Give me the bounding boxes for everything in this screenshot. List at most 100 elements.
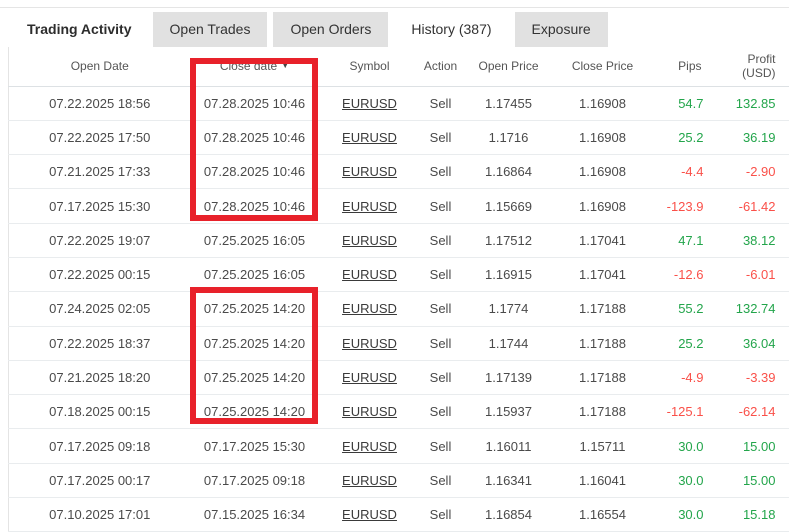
table-row: 07.24.2025 02:05 07.25.2025 14:20 EURUSD… bbox=[9, 292, 789, 326]
profit-cell: -2.90 bbox=[704, 155, 789, 189]
close-date-cell: 07.15.2025 16:34 bbox=[191, 498, 319, 532]
open-price-cell: 1.15937 bbox=[461, 395, 557, 429]
tab-open-trades[interactable]: Open Trades bbox=[153, 12, 268, 47]
profit-cell: 36.19 bbox=[704, 120, 789, 154]
close-date-cell: 07.28.2025 10:46 bbox=[191, 189, 319, 223]
action-cell: Sell bbox=[421, 292, 461, 326]
symbol-cell: EURUSD bbox=[319, 292, 421, 326]
close-price-cell: 1.16908 bbox=[557, 189, 649, 223]
col-header-open-date[interactable]: Open Date bbox=[9, 47, 191, 86]
symbol-cell: EURUSD bbox=[319, 429, 421, 463]
profit-cell: 132.74 bbox=[704, 292, 789, 326]
col-header-close-price[interactable]: Close Price bbox=[557, 47, 649, 86]
open-date-cell: 07.24.2025 02:05 bbox=[9, 292, 191, 326]
pips-cell: -4.4 bbox=[649, 155, 704, 189]
open-date-cell: 07.22.2025 18:56 bbox=[9, 86, 191, 120]
close-date-cell: 07.28.2025 10:46 bbox=[191, 86, 319, 120]
open-date-cell: 07.17.2025 00:17 bbox=[9, 463, 191, 497]
symbol-cell: EURUSD bbox=[319, 498, 421, 532]
open-date-cell: 07.17.2025 15:30 bbox=[9, 189, 191, 223]
open-date-cell: 07.21.2025 17:33 bbox=[9, 155, 191, 189]
table-row: 07.10.2025 17:01 07.15.2025 16:34 EURUSD… bbox=[9, 498, 789, 532]
col-header-pips[interactable]: Pips bbox=[649, 47, 704, 86]
close-price-cell: 1.16908 bbox=[557, 86, 649, 120]
open-price-cell: 1.16011 bbox=[461, 429, 557, 463]
profit-cell: 38.12 bbox=[704, 223, 789, 257]
close-date-cell: 07.17.2025 09:18 bbox=[191, 463, 319, 497]
symbol-cell: EURUSD bbox=[319, 223, 421, 257]
open-date-cell: 07.22.2025 19:07 bbox=[9, 223, 191, 257]
open-date-cell: 07.18.2025 00:15 bbox=[9, 395, 191, 429]
open-date-cell: 07.22.2025 00:15 bbox=[9, 257, 191, 291]
close-price-cell: 1.17188 bbox=[557, 292, 649, 326]
symbol-link[interactable]: EURUSD bbox=[342, 233, 397, 248]
symbol-link[interactable]: EURUSD bbox=[342, 507, 397, 522]
symbol-cell: EURUSD bbox=[319, 257, 421, 291]
close-date-cell: 07.25.2025 14:20 bbox=[191, 395, 319, 429]
symbol-link[interactable]: EURUSD bbox=[342, 199, 397, 214]
symbol-cell: EURUSD bbox=[319, 189, 421, 223]
symbol-cell: EURUSD bbox=[319, 326, 421, 360]
pips-cell: 30.0 bbox=[649, 463, 704, 497]
close-date-cell: 07.25.2025 14:20 bbox=[191, 360, 319, 394]
col-header-close-date-label: Close date bbox=[220, 59, 277, 73]
pips-cell: -4.9 bbox=[649, 360, 704, 394]
pips-cell: 25.2 bbox=[649, 326, 704, 360]
symbol-link[interactable]: EURUSD bbox=[342, 370, 397, 385]
symbol-link[interactable]: EURUSD bbox=[342, 336, 397, 351]
open-price-cell: 1.16915 bbox=[461, 257, 557, 291]
table-row: 07.21.2025 17:33 07.28.2025 10:46 EURUSD… bbox=[9, 155, 789, 189]
table-row: 07.22.2025 19:07 07.25.2025 16:05 EURUSD… bbox=[9, 223, 789, 257]
symbol-cell: EURUSD bbox=[319, 463, 421, 497]
tab-open-orders[interactable]: Open Orders bbox=[273, 12, 388, 47]
col-header-symbol[interactable]: Symbol bbox=[319, 47, 421, 86]
col-header-action[interactable]: Action bbox=[421, 47, 461, 86]
symbol-link[interactable]: EURUSD bbox=[342, 267, 397, 282]
close-price-cell: 1.16554 bbox=[557, 498, 649, 532]
table-row: 07.22.2025 18:56 07.28.2025 10:46 EURUSD… bbox=[9, 86, 789, 120]
pips-cell: -12.6 bbox=[649, 257, 704, 291]
close-date-cell: 07.25.2025 16:05 bbox=[191, 223, 319, 257]
symbol-link[interactable]: EURUSD bbox=[342, 404, 397, 419]
open-date-cell: 07.17.2025 09:18 bbox=[9, 429, 191, 463]
close-date-cell: 07.28.2025 10:46 bbox=[191, 155, 319, 189]
profit-cell: -3.39 bbox=[704, 360, 789, 394]
col-header-open-price[interactable]: Open Price bbox=[461, 47, 557, 86]
symbol-cell: EURUSD bbox=[319, 395, 421, 429]
action-cell: Sell bbox=[421, 155, 461, 189]
col-header-close-date[interactable]: Close date▼ bbox=[191, 47, 319, 86]
col-header-profit[interactable]: Profit (USD) bbox=[704, 47, 789, 86]
open-price-cell: 1.1716 bbox=[461, 120, 557, 154]
symbol-link[interactable]: EURUSD bbox=[342, 130, 397, 145]
open-price-cell: 1.17512 bbox=[461, 223, 557, 257]
col-header-profit-line2: (USD) bbox=[704, 66, 776, 80]
close-price-cell: 1.15711 bbox=[557, 429, 649, 463]
close-date-cell: 07.28.2025 10:46 bbox=[191, 120, 319, 154]
symbol-link[interactable]: EURUSD bbox=[342, 301, 397, 316]
profit-cell: 15.00 bbox=[704, 463, 789, 497]
history-table: Open Date Close date▼ Symbol Action Open… bbox=[8, 47, 789, 532]
pips-cell: -125.1 bbox=[649, 395, 704, 429]
symbol-link[interactable]: EURUSD bbox=[342, 164, 397, 179]
symbol-cell: EURUSD bbox=[319, 360, 421, 394]
symbol-cell: EURUSD bbox=[319, 120, 421, 154]
tab-exposure[interactable]: Exposure bbox=[515, 12, 608, 47]
pips-cell: -123.9 bbox=[649, 189, 704, 223]
action-cell: Sell bbox=[421, 498, 461, 532]
symbol-link[interactable]: EURUSD bbox=[342, 473, 397, 488]
close-price-cell: 1.17188 bbox=[557, 395, 649, 429]
tab-history[interactable]: History (387) bbox=[394, 12, 508, 47]
symbol-link[interactable]: EURUSD bbox=[342, 96, 397, 111]
profit-cell: 15.18 bbox=[704, 498, 789, 532]
open-price-cell: 1.16864 bbox=[461, 155, 557, 189]
close-price-cell: 1.17041 bbox=[557, 257, 649, 291]
close-price-cell: 1.16041 bbox=[557, 463, 649, 497]
open-date-cell: 07.21.2025 18:20 bbox=[9, 360, 191, 394]
tab-bar: Trading Activity Open Trades Open Orders… bbox=[27, 12, 608, 47]
symbol-link[interactable]: EURUSD bbox=[342, 439, 397, 454]
close-date-cell: 07.25.2025 16:05 bbox=[191, 257, 319, 291]
symbol-cell: EURUSD bbox=[319, 86, 421, 120]
action-cell: Sell bbox=[421, 360, 461, 394]
profit-cell: -61.42 bbox=[704, 189, 789, 223]
page-title: Trading Activity bbox=[27, 12, 132, 47]
